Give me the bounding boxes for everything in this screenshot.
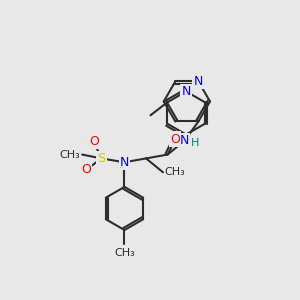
Text: CH₃: CH₃ bbox=[164, 167, 185, 177]
Text: N: N bbox=[194, 75, 203, 88]
Text: H: H bbox=[191, 138, 199, 148]
Text: N: N bbox=[180, 134, 189, 147]
Text: S: S bbox=[98, 152, 105, 165]
Text: N: N bbox=[120, 156, 129, 169]
Text: CH₃: CH₃ bbox=[60, 150, 81, 160]
Text: N: N bbox=[182, 85, 191, 98]
Text: O: O bbox=[170, 133, 180, 146]
Text: CH₃: CH₃ bbox=[114, 248, 135, 258]
Text: O: O bbox=[81, 164, 91, 176]
Text: O: O bbox=[89, 135, 99, 148]
